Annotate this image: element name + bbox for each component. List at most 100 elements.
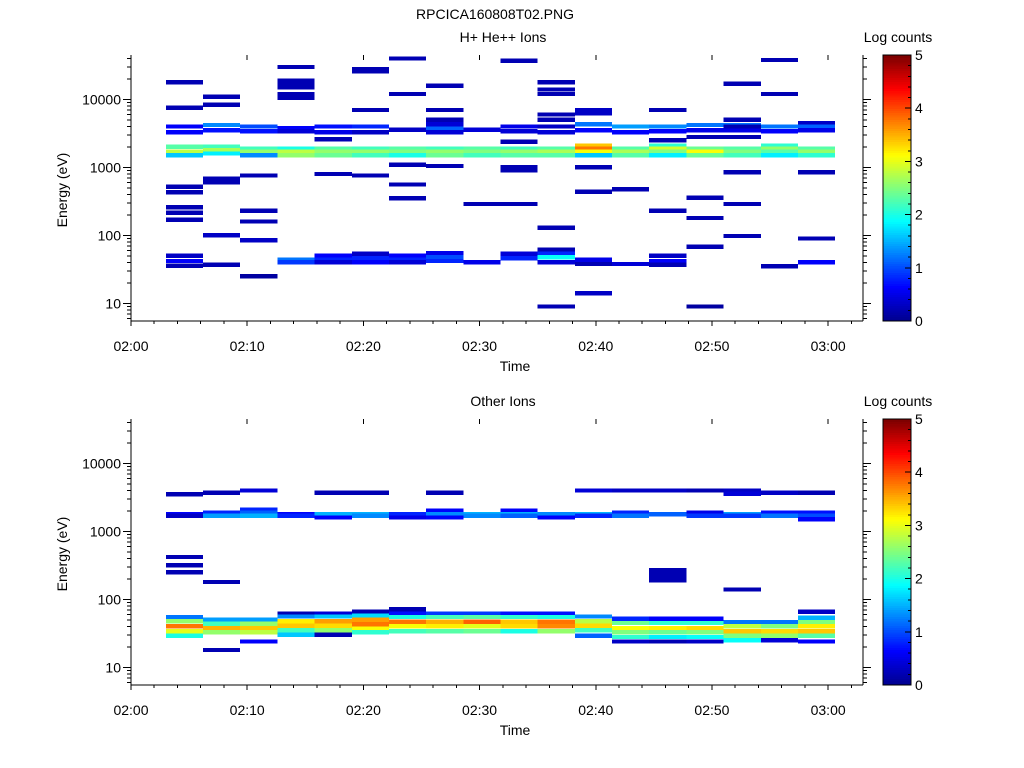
colorbar-swatch <box>883 265 911 269</box>
heatmap-cell <box>760 264 798 269</box>
heatmap-cell <box>723 201 761 207</box>
heatmap-cell <box>277 632 315 638</box>
colorbar: 0 1 2 3 4 5 Log counts <box>864 393 933 693</box>
colorbar-swatch <box>883 238 911 242</box>
colorbar-swatch <box>883 176 911 180</box>
colorbar-swatch <box>883 276 911 280</box>
x-tick-label: 02:30 <box>462 338 497 354</box>
heatmap-cell <box>723 587 761 592</box>
colorbar-swatch <box>883 101 911 105</box>
colorbar-tick-label: 1 <box>915 260 923 276</box>
colorbar-swatch <box>883 57 911 61</box>
heatmap-cell <box>723 81 761 86</box>
panel-title: Other Ions <box>470 393 535 409</box>
colorbar-swatch <box>883 538 911 542</box>
colorbar-swatch <box>883 165 911 169</box>
colorbar-swatch <box>883 649 911 653</box>
colorbar-swatch <box>883 188 911 191</box>
colorbar-swatch <box>883 445 911 449</box>
heatmap-cell <box>203 617 241 623</box>
colorbar-swatch <box>883 163 911 167</box>
colorbar-frame <box>882 418 912 686</box>
colorbar-tick-label: 4 <box>915 464 923 480</box>
colorbar-swatch <box>883 143 911 147</box>
heatmap-cell <box>797 620 836 625</box>
heatmap-cell <box>797 153 836 158</box>
colorbar-swatch <box>883 438 911 442</box>
heatmap-cell <box>723 513 761 518</box>
colorbar-swatch <box>883 105 911 109</box>
x-axis-label: Time <box>500 722 531 738</box>
heatmap-cell <box>574 618 612 624</box>
colorbar-swatch <box>883 125 911 129</box>
colorbar-swatch <box>883 656 911 659</box>
heatmap-cell <box>574 488 612 493</box>
heatmap-cell <box>649 629 687 635</box>
heatmap-cell <box>797 517 836 522</box>
heatmap-cell <box>351 146 389 151</box>
heatmap-cell <box>537 79 575 85</box>
colorbar-swatch <box>883 472 911 476</box>
heatmap-cell <box>165 570 204 575</box>
heatmap-cell <box>649 578 687 583</box>
heatmap-cell <box>426 611 464 616</box>
colorbar-swatch <box>883 86 911 89</box>
colorbar-swatch <box>883 232 911 236</box>
heatmap-cell <box>574 146 612 151</box>
heatmap-cell <box>649 253 687 259</box>
heatmap-cell <box>797 260 836 265</box>
colorbar-swatch <box>883 83 911 87</box>
heatmap-cell <box>426 629 464 634</box>
heatmap-cell <box>240 617 278 623</box>
heatmap-cell <box>203 102 241 108</box>
heatmap-cell <box>612 639 650 644</box>
panel-other-ions: 02:00 02:10 02:20 02:30 02:40 02:50 03:0010100… <box>54 393 932 738</box>
colorbar-swatch <box>883 316 911 320</box>
heatmap-cell <box>240 238 278 243</box>
heatmap-cell <box>686 304 724 309</box>
colorbar-swatch <box>883 314 911 318</box>
colorbar-swatch <box>883 59 911 63</box>
heatmap-cell <box>314 490 352 495</box>
heatmap-cell <box>760 143 798 148</box>
colorbar-swatch <box>883 622 911 626</box>
colorbar-swatch <box>883 545 911 549</box>
heatmap-cell <box>203 647 241 653</box>
colorbar-swatch <box>883 94 911 98</box>
colorbar-tick-label: 0 <box>915 677 923 693</box>
x-tick-label: 03:00 <box>811 702 846 718</box>
heatmap-cell <box>537 112 575 117</box>
heatmap-cell <box>203 151 241 156</box>
colorbar-swatch <box>883 92 911 96</box>
heatmap-cell <box>240 488 278 493</box>
colorbar-swatch <box>883 427 911 431</box>
heatmap-cell <box>649 567 687 573</box>
heatmap-cell <box>351 629 389 635</box>
y-tick-label: 1000 <box>90 523 121 539</box>
heatmap-cell <box>351 617 389 623</box>
colorbar-swatch <box>883 66 911 69</box>
heatmap-cell <box>351 513 389 518</box>
colorbar-swatch <box>883 221 911 225</box>
colorbar-swatch <box>883 252 911 256</box>
heatmap-cell <box>351 130 389 135</box>
heatmap-cell <box>426 508 464 514</box>
colorbar-swatch <box>883 509 911 513</box>
heatmap-cell <box>463 127 501 132</box>
heatmap-cell <box>760 91 798 97</box>
colorbar-swatch <box>883 465 911 469</box>
colorbar-swatch <box>883 616 911 620</box>
heatmap-cell <box>500 165 538 170</box>
colorbar-swatch <box>883 141 911 145</box>
colorbar-swatch <box>883 653 911 657</box>
heatmap-cell <box>612 153 650 158</box>
colorbar-swatch <box>883 489 911 493</box>
colorbar-swatch <box>883 108 911 112</box>
colorbar-swatch <box>883 225 911 229</box>
x-ticks: 02:00 02:10 02:20 02:30 02:40 02:50 03:00 <box>113 419 852 718</box>
panel-title: H+ He++ Ions <box>460 29 547 45</box>
colorbar-swatch <box>883 99 911 103</box>
colorbar-swatch <box>883 305 911 309</box>
heatmap-cell <box>426 122 464 127</box>
heatmap-cell <box>240 639 278 644</box>
